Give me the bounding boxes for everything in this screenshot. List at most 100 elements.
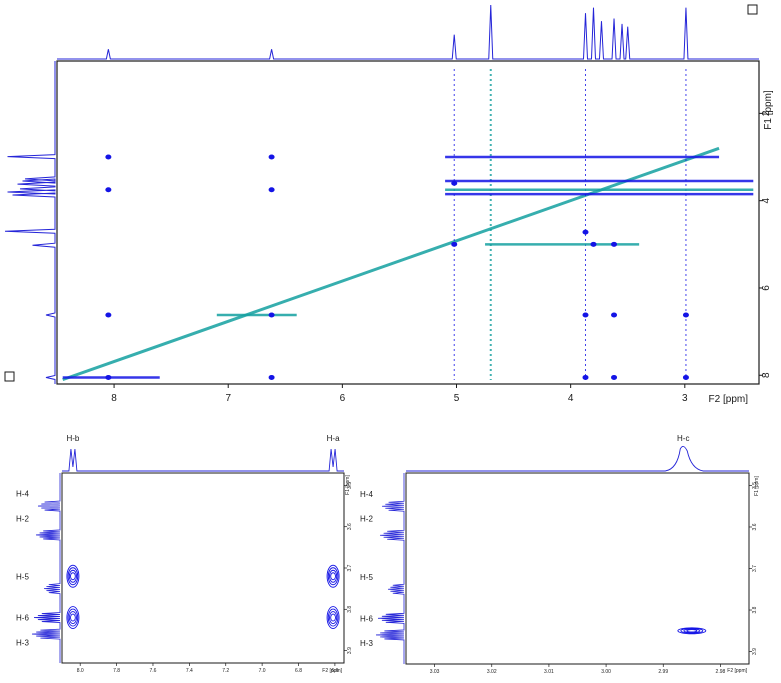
cross-peak (105, 312, 112, 318)
inset-cross-peak-contour (326, 564, 340, 588)
main-cross-peaks (62, 69, 754, 382)
peak-label-left: H-6 (16, 614, 29, 623)
inset-right-top-spectrum (406, 446, 749, 472)
inset-left-y-axis-label: F1 [ppm] (345, 475, 351, 495)
peak-label-left: H-5 (360, 573, 373, 582)
main-y-axis-label: F1 [ppm] (763, 90, 774, 130)
cross-peak (268, 312, 275, 318)
main-x-tick-label: 3 (682, 393, 688, 404)
inset-right-plot: 3.03 3.02 3.01 3.00 2.99 2.98 3.5 3.6 3.7 3.8 3.9… (360, 434, 760, 675)
inset-x-tick-label: 2.98 (716, 669, 726, 675)
inset-side-spectrum-line (31, 473, 61, 663)
inset-right-side-spectrum (375, 473, 405, 664)
inset-y-tick-label: 3.8 (752, 606, 758, 613)
inset-cross-peak-contour (67, 608, 79, 627)
inset-left-plot: 8.0 7.8 7.6 7.4 7.2 7.0 6.8 6.6 3.5 3.6 3.7 3.8 3.9… (16, 434, 353, 674)
main-top-spectrum-line (57, 4, 759, 60)
inset-cross-peak-contour (327, 608, 339, 627)
inset-x-tick-label: 2.99 (658, 669, 668, 675)
cross-peak (105, 374, 112, 380)
inset-right-y-ticks: 3.5 3.6 3.7 3.8 3.9 (749, 482, 758, 655)
inset-y-tick-label: 3.9 (347, 647, 353, 654)
diagonal-ridge (62, 146, 720, 382)
inset-right-frame (405, 472, 750, 665)
inset-y-tick-label: 3.9 (752, 648, 758, 655)
inset-cross-peak-contour (326, 606, 340, 630)
inset-cross-peak-contour (70, 613, 76, 622)
inset-x-tick-label: 3.00 (601, 669, 611, 675)
inset-right-x-ticks: 3.03 3.02 3.01 3.00 2.99 2.98 (430, 664, 726, 675)
inset-left-cross-peaks (66, 564, 340, 630)
cross-peak (611, 241, 618, 247)
peak-label-top: H-a (327, 434, 340, 443)
inset-cross-peak-contour (68, 611, 77, 625)
main-x-ticks: 8 7 6 5 4 3 (111, 384, 688, 404)
inset-cross-peak-contour (70, 572, 76, 581)
cross-peak (590, 241, 597, 247)
inset-y-tick-label: 3.6 (347, 523, 353, 530)
inset-x-tick-label: 7.8 (113, 668, 120, 674)
main-x-axis-label: F2 [ppm] (709, 394, 749, 405)
peak-label-left: H-4 (16, 490, 29, 499)
peak-label-top: H-b (66, 434, 79, 443)
cross-peak (682, 374, 689, 380)
inset-left-peak-labels: H-b H-a H-4 H-2 H-5 H-6 H-3 (16, 434, 340, 647)
inset-x-tick-label: 3.01 (544, 669, 554, 675)
inset-x-tick-label: 7.4 (186, 668, 193, 674)
cross-peak (268, 374, 275, 380)
inset-left-y-ticks: 3.5 3.6 3.7 3.8 3.9 (344, 482, 353, 654)
cross-peak (582, 312, 589, 318)
peak-label-top: H-c (677, 434, 689, 443)
inset-cross-peak-contour (327, 567, 339, 586)
peak-label-left: H-3 (360, 639, 373, 648)
inset-cross-peak-contour (680, 627, 704, 634)
peak-label-left: H-3 (16, 638, 29, 647)
inset-cross-peak-contour (66, 564, 80, 588)
inset-y-tick-label: 3.5 (752, 482, 758, 489)
inset-side-spectrum-line (375, 473, 405, 664)
inset-cross-peak-contour (66, 606, 80, 630)
inset-right-y-axis-label: F1 [ppm] (754, 476, 760, 496)
inset-left-x-ticks: 8.0 7.8 7.6 7.4 7.2 7.0 6.8 6.6 (77, 663, 339, 674)
corner-box-bottom-left (4, 371, 15, 382)
main-left-1d-spectrum (4, 61, 56, 384)
inset-cross-peak-contour (330, 613, 336, 622)
cross-peak (582, 229, 589, 235)
main-x-tick-label: 8 (111, 393, 117, 404)
inset-x-tick-label: 7.6 (149, 668, 156, 674)
inset-x-tick-label: 3.03 (430, 669, 440, 675)
cross-peak (105, 187, 112, 193)
peak-label-left: H-4 (360, 490, 373, 499)
main-x-tick-label: 7 (225, 393, 231, 404)
inset-cross-peak-contour (683, 628, 701, 634)
inset-y-tick-label: 3.7 (347, 564, 353, 571)
main-x-tick-label: 5 (454, 393, 460, 404)
cross-peak (611, 374, 618, 380)
peak-label-left: H-6 (360, 614, 373, 623)
main-x-tick-label: 6 (340, 393, 346, 404)
inset-right-peak-labels: H-c H-4 H-2 H-5 H-6 H-3 (360, 434, 689, 648)
inset-right-x-axis-label: F2 [ppm] (727, 668, 747, 674)
inset-cross-peak-contour (677, 627, 707, 635)
cross-peak (611, 312, 618, 318)
main-y-tick-label: 6 (761, 285, 772, 291)
main-y-tick-label: 8 (761, 372, 772, 378)
inset-cross-peak-contour (67, 567, 79, 586)
inset-x-tick-label: 7.0 (259, 668, 266, 674)
main-cosy-plot: 8 7 6 5 4 3 2 4 6 8 F2 [ppm] F1 [ppm] (4, 4, 774, 405)
inset-cross-peak-contour (329, 569, 338, 583)
inset-left-side-spectrum (31, 473, 61, 663)
corner-box-top-right (747, 4, 758, 15)
inset-left-top-spectrum (62, 448, 344, 472)
main-plot-frame (56, 60, 760, 385)
inset-top-spectrum-line (62, 448, 344, 472)
inset-x-tick-label: 8.0 (77, 668, 84, 674)
cross-peak (451, 180, 458, 186)
peak-label-left: H-5 (16, 572, 29, 581)
inset-left-x-axis-label: F2 [ppm] (322, 668, 342, 674)
inset-left-frame (61, 472, 345, 664)
main-left-spectrum-line (4, 61, 56, 384)
inset-cross-peak-contour (686, 629, 698, 633)
